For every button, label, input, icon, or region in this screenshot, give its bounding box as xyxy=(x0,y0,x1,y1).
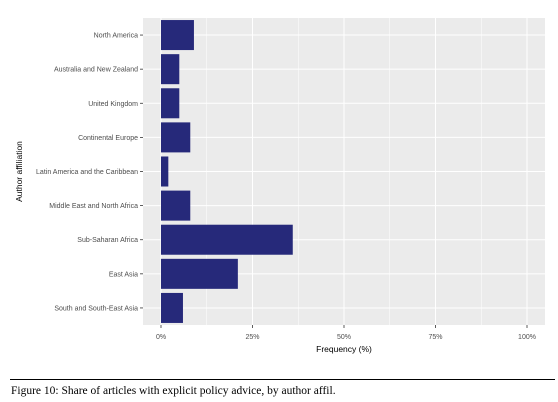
bar xyxy=(161,20,194,51)
x-axis-title: Frequency (%) xyxy=(316,344,372,354)
bar xyxy=(161,88,180,119)
bar xyxy=(161,190,191,221)
y-tick-label: South and South-East Asia xyxy=(54,305,138,312)
y-tick-label: Australia and New Zealand xyxy=(54,67,138,74)
bar xyxy=(161,156,169,187)
x-axis-ticks: 0% 25% 50% 75% 100% xyxy=(156,325,536,341)
bar-chart: North America Australia and New Zealand Un… xyxy=(14,18,545,354)
x-tick-label: 75% xyxy=(428,334,442,341)
bar xyxy=(161,292,183,323)
y-tick-label: Latin America and the Caribbean xyxy=(36,169,138,176)
x-tick-label: 0% xyxy=(156,334,166,341)
y-tick-label: East Asia xyxy=(109,271,138,278)
y-axis-title: Author affiliation xyxy=(14,141,24,202)
y-tick-label: Continental Europe xyxy=(78,135,138,142)
bar xyxy=(161,258,238,289)
y-tick-label: North America xyxy=(94,33,138,40)
x-tick-label: 50% xyxy=(337,334,351,341)
grid-lines xyxy=(143,18,545,325)
bar xyxy=(161,224,293,255)
y-axis-ticks: North America Australia and New Zealand Un… xyxy=(36,33,143,312)
y-tick-label: Sub-Saharan Africa xyxy=(77,237,138,244)
caption-divider xyxy=(10,379,555,380)
figure-caption: Figure 10: Share of articles with explic… xyxy=(11,385,336,397)
y-tick-label: Middle East and North Africa xyxy=(49,203,138,210)
bar xyxy=(161,122,191,153)
bars xyxy=(161,20,293,323)
y-tick-label: United Kingdom xyxy=(88,101,138,108)
x-tick-label: 100% xyxy=(518,334,536,341)
x-tick-label: 25% xyxy=(245,334,259,341)
bar xyxy=(161,54,180,85)
